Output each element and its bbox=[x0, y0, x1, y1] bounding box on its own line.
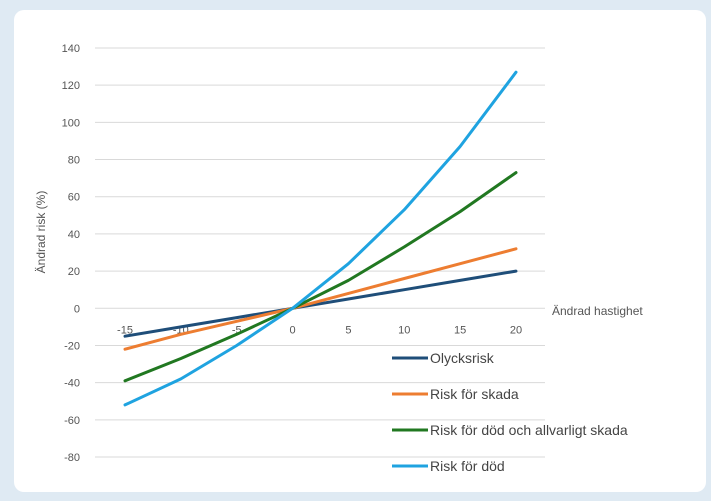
series-line-2 bbox=[123, 247, 518, 351]
x-tick-label: 15 bbox=[454, 324, 466, 336]
y-tick-label: 0 bbox=[74, 303, 80, 315]
y-tick-label: 20 bbox=[68, 266, 80, 278]
series-line-4 bbox=[123, 70, 518, 407]
x-tick-label: -15 bbox=[117, 324, 133, 336]
y-tick-label: 120 bbox=[62, 80, 80, 92]
legend-label: Risk för död bbox=[430, 458, 505, 474]
y-tick-label: -60 bbox=[64, 415, 80, 427]
y-tick-label: 140 bbox=[62, 43, 80, 55]
series-line-3 bbox=[123, 171, 518, 383]
y-tick-label: 80 bbox=[68, 155, 80, 167]
gridlines bbox=[95, 47, 545, 458]
x-tick-label: 10 bbox=[398, 324, 410, 336]
series-lines bbox=[123, 70, 518, 407]
y-tick-label: 40 bbox=[68, 229, 80, 241]
legend-label: Risk för död och allvarligt skada bbox=[430, 422, 628, 438]
y-tick-label: 100 bbox=[62, 117, 80, 129]
y-tick-label: -40 bbox=[64, 378, 80, 390]
y-axis-title: Ändrad risk (%) bbox=[34, 191, 48, 274]
y-tick-label: -80 bbox=[64, 452, 80, 464]
y-tick-labels: 140 120 100 80 60 40 20 0 -20 -40 -60 -80 bbox=[62, 43, 80, 464]
legend-label: Risk för skada bbox=[430, 386, 519, 402]
legend-label: Olycksrisk bbox=[430, 350, 495, 366]
legend: Olycksrisk Risk för skada Risk för död och… bbox=[392, 350, 628, 474]
x-tick-label: -5 bbox=[232, 324, 242, 336]
x-tick-label: 5 bbox=[345, 324, 351, 336]
x-axis-title: Ändrad hastighet bbox=[552, 304, 643, 318]
x-tick-label: 20 bbox=[510, 324, 522, 336]
y-tick-label: -20 bbox=[64, 340, 80, 352]
y-tick-label: 60 bbox=[68, 192, 80, 204]
x-tick-label: 0 bbox=[290, 324, 296, 336]
series-line-1 bbox=[123, 269, 518, 338]
